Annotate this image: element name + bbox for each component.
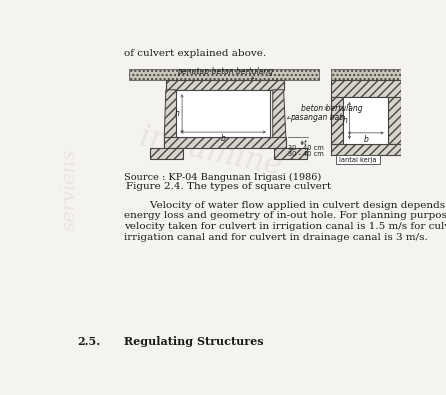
Text: Figure 2.4. The types of square culvert: Figure 2.4. The types of square culvert xyxy=(126,182,331,191)
Bar xyxy=(274,148,307,159)
Text: in lumine: in lumine xyxy=(137,121,285,182)
Text: h: h xyxy=(343,116,348,125)
Text: 2.5.: 2.5. xyxy=(78,336,101,347)
Text: 30 - 40 cm: 30 - 40 cm xyxy=(288,151,324,157)
Text: pasangan batu: pasangan batu xyxy=(290,113,347,122)
Text: energy loss and geometry of in-out hole. For planning purposes,: energy loss and geometry of in-out hole.… xyxy=(124,211,446,220)
Text: Source : KP-04 Bangunan Irigasi (1986): Source : KP-04 Bangunan Irigasi (1986) xyxy=(124,173,321,182)
Text: t: t xyxy=(304,140,306,146)
Text: penutup beton bertulang: penutup beton bertulang xyxy=(177,67,273,76)
Bar xyxy=(176,90,270,137)
Bar xyxy=(336,155,380,164)
Bar xyxy=(129,69,319,80)
Text: beton bertulang: beton bertulang xyxy=(301,104,362,113)
Text: of culvert explained above.: of culvert explained above. xyxy=(124,49,266,58)
Bar xyxy=(166,80,284,90)
Bar xyxy=(331,98,343,144)
Text: Velocity of water flow applied in culvert design depends on: Velocity of water flow applied in culver… xyxy=(124,201,446,210)
Bar xyxy=(343,98,388,144)
Bar xyxy=(164,137,286,148)
Text: irrigation canal and for culvert in drainage canal is 3 m/s.: irrigation canal and for culvert in drai… xyxy=(124,233,428,242)
Text: b: b xyxy=(221,134,226,143)
Text: h: h xyxy=(175,109,180,118)
Bar xyxy=(331,80,401,98)
Text: 30 - 40 cm: 30 - 40 cm xyxy=(288,145,324,151)
Bar xyxy=(331,144,401,155)
Text: lantai kerja: lantai kerja xyxy=(339,157,377,163)
Text: velocity taken for culvert in irrigation canal is 1.5 m/s for culvert in: velocity taken for culvert in irrigation… xyxy=(124,222,446,231)
Polygon shape xyxy=(164,90,183,137)
Text: b: b xyxy=(363,135,368,144)
Polygon shape xyxy=(273,90,286,137)
Bar xyxy=(388,98,401,144)
Bar xyxy=(150,148,183,159)
Bar xyxy=(331,69,401,80)
Text: serviens: serviens xyxy=(61,149,78,231)
Text: Regulating Structures: Regulating Structures xyxy=(124,336,264,347)
